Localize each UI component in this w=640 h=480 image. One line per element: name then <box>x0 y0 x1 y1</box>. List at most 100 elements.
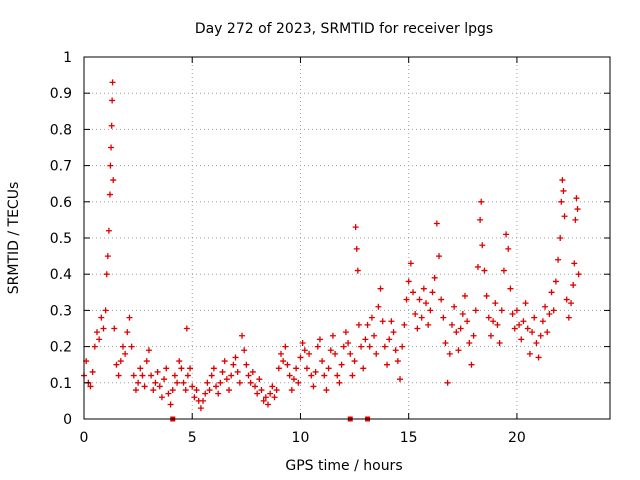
data-point <box>392 347 399 354</box>
data-point <box>559 177 566 184</box>
data-point <box>511 325 518 332</box>
data-point <box>228 372 235 379</box>
data-point <box>200 397 207 404</box>
data-point <box>271 394 278 401</box>
data-point <box>273 387 280 394</box>
data-point <box>505 245 512 252</box>
data-point <box>223 376 230 383</box>
data-point <box>518 336 525 343</box>
data-point <box>215 390 222 397</box>
data-point <box>379 318 386 325</box>
data-point <box>109 79 116 86</box>
data-point <box>364 321 371 328</box>
data-point <box>119 343 126 350</box>
data-point <box>433 220 440 227</box>
data-point <box>161 376 168 383</box>
data-point <box>470 332 477 339</box>
data-point <box>306 350 313 357</box>
data-point <box>301 347 308 354</box>
data-point <box>332 350 339 357</box>
y-tick-label: 0 <box>63 412 72 428</box>
data-point <box>371 332 378 339</box>
data-point <box>340 343 347 350</box>
data-point <box>139 372 146 379</box>
data-point <box>180 379 187 386</box>
data-point <box>303 365 310 372</box>
y-tick-label: 0.2 <box>50 340 72 356</box>
data-point <box>234 368 241 375</box>
data-point <box>429 289 436 296</box>
data-point <box>500 267 507 274</box>
data-point <box>479 242 486 249</box>
data-points <box>81 79 582 412</box>
data-point <box>299 339 306 346</box>
data-point <box>570 282 577 289</box>
data-point <box>213 383 220 390</box>
grid-lines <box>84 57 610 419</box>
data-point <box>206 387 213 394</box>
data-point <box>93 329 100 336</box>
data-point <box>260 397 267 404</box>
data-point <box>267 390 274 397</box>
data-point <box>178 365 185 372</box>
data-point <box>448 321 455 328</box>
data-point <box>171 372 178 379</box>
data-point <box>388 318 395 325</box>
data-point <box>325 365 332 372</box>
data-point <box>412 311 419 318</box>
data-point <box>464 318 471 325</box>
data-point <box>472 307 479 314</box>
data-point <box>210 365 217 372</box>
data-point <box>124 329 131 336</box>
data-point <box>563 296 570 303</box>
data-point <box>87 383 94 390</box>
data-point <box>481 267 488 274</box>
data-point <box>513 307 520 314</box>
data-point <box>96 336 103 343</box>
data-point <box>531 314 538 321</box>
data-point <box>286 372 293 379</box>
data-point <box>353 245 360 252</box>
data-point <box>115 372 122 379</box>
data-point <box>264 401 271 408</box>
data-point <box>247 379 254 386</box>
data-point <box>420 285 427 292</box>
data-point <box>249 368 256 375</box>
data-point <box>347 350 354 357</box>
data-point <box>111 325 118 332</box>
data-point <box>537 332 544 339</box>
x-tick-labels: 0 5 10 15 20 <box>80 430 526 446</box>
data-point <box>137 365 144 372</box>
data-point <box>308 372 315 379</box>
data-point <box>107 162 114 169</box>
data-point <box>535 354 542 361</box>
data-point <box>529 329 536 336</box>
y-tick-label: 0.3 <box>50 303 72 319</box>
data-point <box>440 314 447 321</box>
data-point <box>334 372 341 379</box>
data-point <box>319 358 326 365</box>
x-tick-label: 5 <box>188 430 197 446</box>
data-point <box>280 358 287 365</box>
data-point <box>435 253 442 260</box>
y-tick-label: 1 <box>63 50 72 66</box>
data-point <box>539 318 546 325</box>
data-point <box>184 372 191 379</box>
data-point <box>520 318 527 325</box>
data-point <box>152 379 159 386</box>
data-point <box>355 321 362 328</box>
data-point <box>204 379 211 386</box>
x-tick-label: 0 <box>80 430 89 446</box>
x-tick-label: 10 <box>292 430 310 446</box>
data-point <box>483 292 490 299</box>
data-point <box>373 350 380 357</box>
y-axis-label: SRMTID / TECUs <box>6 182 22 295</box>
data-point <box>548 289 555 296</box>
data-point <box>555 256 562 263</box>
data-point <box>135 379 142 386</box>
data-point <box>377 285 384 292</box>
data-point <box>349 372 356 379</box>
data-point <box>156 383 163 390</box>
data-point <box>193 387 200 394</box>
data-point <box>284 361 291 368</box>
